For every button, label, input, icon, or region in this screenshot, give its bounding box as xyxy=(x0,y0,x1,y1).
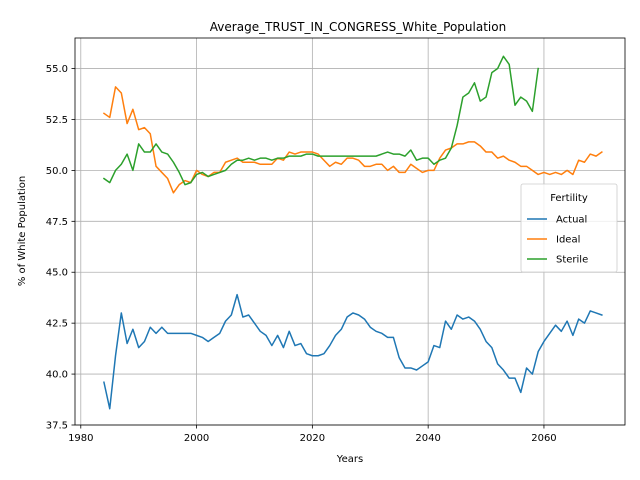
chart-title: Average_TRUST_IN_CONGRESS_White_Populati… xyxy=(210,20,506,34)
y-tick-label: 40.0 xyxy=(46,370,68,381)
series-line-sterile xyxy=(102,55,540,186)
y-tick-label: 45.0 xyxy=(46,268,68,279)
y-tick-label: 47.5 xyxy=(46,217,68,228)
x-axis-label: Years xyxy=(336,454,363,465)
legend-entries: Actual Ideal Sterile xyxy=(527,215,588,266)
legend-title: Fertility xyxy=(550,193,588,204)
plot-area-frame xyxy=(74,37,626,426)
legend-box xyxy=(520,183,618,273)
y-tick-label: 55.0 xyxy=(46,64,68,75)
x-tick-label: 2020 xyxy=(300,433,325,444)
x-tick-label: 2040 xyxy=(415,433,440,444)
legend: Fertility Actual Ideal Sterile xyxy=(520,183,618,273)
y-axis-ticks: 37.5 40.0 42.5 45.0 47.5 50.0 52.5 55.0 xyxy=(46,64,75,432)
legend-label-ideal: Ideal xyxy=(556,235,580,246)
x-tick-label: 1980 xyxy=(68,433,93,444)
series-line-actual xyxy=(103,293,603,410)
y-tick-label: 37.5 xyxy=(46,421,68,432)
y-tick-label: 50.0 xyxy=(46,166,68,177)
x-tick-label: 2060 xyxy=(531,433,556,444)
series-lines xyxy=(102,55,603,410)
x-tick-label: 2000 xyxy=(184,433,209,444)
y-tick-label: 42.5 xyxy=(46,319,68,330)
legend-label-sterile: Sterile xyxy=(556,255,588,266)
series-line-ideal xyxy=(102,86,603,194)
y-tick-label: 52.5 xyxy=(46,115,68,126)
y-axis-label: % of White Population xyxy=(17,176,28,286)
x-axis-ticks: 1980 2000 2020 2040 2060 xyxy=(68,425,557,444)
legend-label-actual: Actual xyxy=(556,215,587,226)
